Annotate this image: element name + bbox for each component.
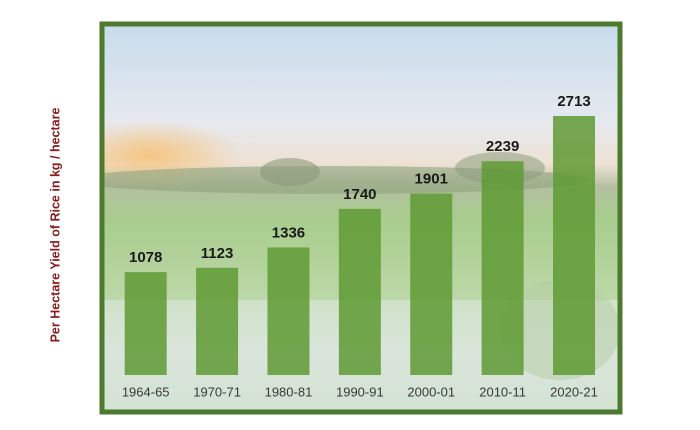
bar — [338, 208, 381, 375]
x-tick-label: 1970-71 — [193, 384, 241, 399]
data-label: 1901 — [415, 170, 448, 187]
data-label: 1078 — [129, 249, 162, 266]
x-tick-label: 2000-01 — [407, 384, 455, 399]
data-label: 1740 — [343, 186, 376, 203]
bar — [124, 272, 167, 375]
x-tick-label: 1964-65 — [122, 384, 170, 399]
x-tick-label: 2010-11 — [479, 384, 526, 399]
data-label: 1336 — [272, 224, 305, 241]
data-label: 2239 — [486, 138, 519, 155]
bar — [553, 116, 596, 375]
frame — [99, 21, 623, 415]
x-tick-label: 1980-81 — [265, 384, 313, 399]
y-axis-label: Per Hectare Yield of Rice in kg / hectar… — [48, 108, 62, 343]
x-tick-label: 2020-21 — [550, 384, 598, 399]
bar — [196, 267, 239, 375]
x-tick-label: 1990-91 — [336, 384, 384, 399]
bar — [410, 193, 453, 375]
bar — [267, 247, 310, 375]
data-label: 1123 — [201, 245, 234, 262]
data-label: 2713 — [557, 93, 590, 110]
bar — [481, 161, 524, 375]
